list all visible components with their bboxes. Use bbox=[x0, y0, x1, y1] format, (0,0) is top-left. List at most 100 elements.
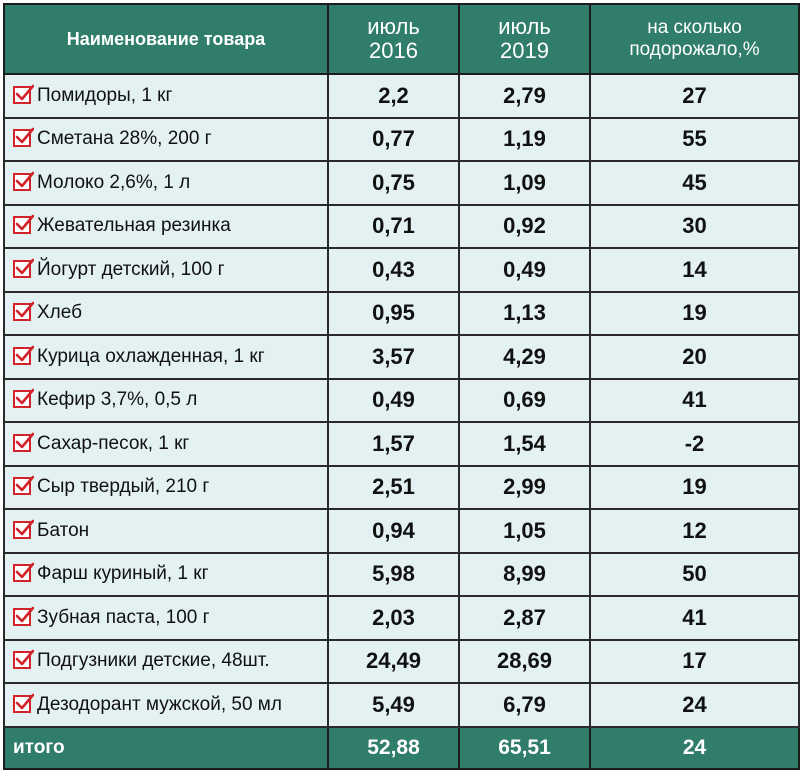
table-header: Наименование товара июль 2016 июль 2019 … bbox=[3, 3, 800, 75]
checkbox-checked-icon bbox=[13, 127, 34, 148]
total-july-2016: 52,88 bbox=[327, 725, 460, 770]
price-july-2019: 1,54 bbox=[458, 421, 591, 467]
product-name: Молоко 2,6%, 1 л bbox=[37, 171, 191, 193]
price-increase-percent: 45 bbox=[589, 160, 800, 206]
price-july-2016: 0,43 bbox=[327, 247, 460, 293]
price-increase-percent: 17 bbox=[589, 638, 800, 684]
price-increase-percent: 41 bbox=[589, 377, 800, 423]
product-name-cell: Сахар-песок, 1 кг bbox=[3, 421, 329, 467]
price-july-2019: 0,49 bbox=[458, 247, 591, 293]
product-name-cell: Йогурт детский, 100 г bbox=[3, 247, 329, 293]
product-name-cell: Фарш куриный, 1 кг bbox=[3, 551, 329, 597]
price-increase-percent: 55 bbox=[589, 116, 800, 162]
header-price-increase: на сколько подорожало,% bbox=[589, 3, 800, 75]
product-name-cell: Хлеб bbox=[3, 290, 329, 336]
table-row: Молоко 2,6%, 1 л 0,75 1,09 45 bbox=[3, 160, 800, 206]
product-name-cell: Сыр твердый, 210 г bbox=[3, 464, 329, 510]
header-product-name-text: Наименование товара bbox=[66, 28, 266, 49]
table-row: Сахар-песок, 1 кг 1,57 1,54 -2 bbox=[3, 421, 800, 467]
product-name: Помидоры, 1 кг bbox=[37, 84, 173, 106]
product-name: Курица охлажденная, 1 кг bbox=[37, 345, 265, 367]
table-row: Жевательная резинка 0,71 0,92 30 bbox=[3, 203, 800, 249]
table-row: Батон 0,94 1,05 12 bbox=[3, 508, 800, 554]
checkbox-checked-icon bbox=[13, 693, 34, 713]
product-name-cell: Подгузники детские, 48шт. bbox=[3, 638, 329, 684]
product-name: Хлеб bbox=[37, 302, 82, 324]
header-july-2019-line2: 2019 bbox=[500, 38, 549, 63]
price-july-2016: 24,49 bbox=[327, 638, 460, 684]
header-product-name: Наименование товара bbox=[3, 3, 329, 75]
price-july-2019: 0,69 bbox=[458, 377, 591, 423]
product-name: Сыр твердый, 210 г bbox=[37, 476, 210, 498]
total-price-increase: 24 bbox=[589, 725, 800, 770]
checkbox-checked-icon bbox=[13, 432, 34, 452]
checkbox-checked-icon bbox=[13, 475, 34, 496]
table-body: Помидоры, 1 кг 2,2 2,79 27 Сметана 28%, 200 … bbox=[3, 73, 800, 728]
price-july-2019: 1,13 bbox=[458, 290, 591, 336]
checkbox-checked-icon bbox=[13, 519, 34, 539]
product-name-cell: Сметана 28%, 200 г bbox=[3, 116, 329, 162]
table-row: Дезодорант мужской, 50 мл 5,49 6,79 24 bbox=[3, 682, 800, 728]
header-july-2019-line1: июль bbox=[498, 14, 551, 39]
table-row: Йогурт детский, 100 г 0,43 0,49 14 bbox=[3, 247, 800, 293]
price-july-2016: 0,49 bbox=[327, 377, 460, 423]
price-july-2016: 0,75 bbox=[327, 160, 460, 206]
product-name: Дезодорант мужской, 50 мл bbox=[37, 693, 282, 715]
product-name: Зубная паста, 100 г bbox=[37, 606, 210, 628]
product-name-cell: Зубная паста, 100 г bbox=[3, 595, 329, 641]
price-increase-percent: 50 bbox=[589, 551, 800, 597]
price-july-2019: 1,19 bbox=[458, 116, 591, 162]
table-row: Курица охлажденная, 1 кг 3,57 4,29 20 bbox=[3, 334, 800, 380]
checkbox-checked-icon bbox=[13, 388, 34, 409]
product-name: Сахар-песок, 1 кг bbox=[37, 432, 190, 454]
price-july-2016: 0,95 bbox=[327, 290, 460, 336]
price-increase-percent: 19 bbox=[589, 290, 800, 336]
price-july-2016: 2,03 bbox=[327, 595, 460, 641]
product-name: Подгузники детские, 48шт. bbox=[37, 650, 270, 672]
price-july-2019: 1,09 bbox=[458, 160, 591, 206]
price-increase-percent: 20 bbox=[589, 334, 800, 380]
price-july-2016: 2,51 bbox=[327, 464, 460, 510]
price-july-2016: 1,57 bbox=[327, 421, 460, 467]
price-increase-percent: 12 bbox=[589, 508, 800, 554]
table-row: Сметана 28%, 200 г 0,77 1,19 55 bbox=[3, 116, 800, 162]
price-july-2019: 28,69 bbox=[458, 638, 591, 684]
checkbox-checked-icon bbox=[13, 301, 34, 322]
table-row: Зубная паста, 100 г 2,03 2,87 41 bbox=[3, 595, 800, 641]
price-july-2016: 5,98 bbox=[327, 551, 460, 597]
header-price-increase-line2: подорожало,% bbox=[629, 39, 760, 60]
header-row: Наименование товара июль 2016 июль 2019 … bbox=[3, 3, 800, 75]
product-name: Йогурт детский, 100 г bbox=[37, 258, 225, 280]
product-name-cell: Кефир 3,7%, 0,5 л bbox=[3, 377, 329, 423]
header-july-2016: июль 2016 bbox=[327, 3, 460, 75]
table-row: Подгузники детские, 48шт. 24,49 28,69 17 bbox=[3, 638, 800, 684]
total-label: итого bbox=[3, 725, 329, 770]
table-row: Кефир 3,7%, 0,5 л 0,49 0,69 41 bbox=[3, 377, 800, 423]
product-name: Сметана 28%, 200 г bbox=[37, 128, 212, 150]
price-july-2019: 6,79 bbox=[458, 682, 591, 728]
price-table-container: Наименование товара июль 2016 июль 2019 … bbox=[3, 3, 800, 770]
price-july-2016: 0,71 bbox=[327, 203, 460, 249]
price-increase-percent: -2 bbox=[589, 421, 800, 467]
checkbox-checked-icon bbox=[13, 562, 34, 583]
table-row: Хлеб 0,95 1,13 19 bbox=[3, 290, 800, 336]
checkbox-checked-icon bbox=[13, 345, 34, 365]
checkbox-checked-icon bbox=[13, 84, 34, 104]
checkbox-checked-icon bbox=[13, 649, 34, 670]
price-july-2019: 1,05 bbox=[458, 508, 591, 554]
price-july-2019: 2,87 bbox=[458, 595, 591, 641]
checkbox-checked-icon bbox=[13, 258, 34, 278]
product-name-cell: Молоко 2,6%, 1 л bbox=[3, 160, 329, 206]
price-increase-percent: 27 bbox=[589, 73, 800, 119]
header-price-increase-line1: на сколько bbox=[647, 17, 742, 38]
price-july-2019: 2,79 bbox=[458, 73, 591, 119]
price-july-2016: 2,2 bbox=[327, 73, 460, 119]
product-name: Кефир 3,7%, 0,5 л bbox=[37, 389, 198, 411]
product-name-cell: Курица охлажденная, 1 кг bbox=[3, 334, 329, 380]
price-increase-percent: 14 bbox=[589, 247, 800, 293]
price-july-2019: 2,99 bbox=[458, 464, 591, 510]
price-july-2016: 3,57 bbox=[327, 334, 460, 380]
product-name-cell: Батон bbox=[3, 508, 329, 554]
total-row: итого 52,88 65,51 24 bbox=[3, 725, 800, 770]
checkbox-checked-icon bbox=[13, 171, 34, 191]
